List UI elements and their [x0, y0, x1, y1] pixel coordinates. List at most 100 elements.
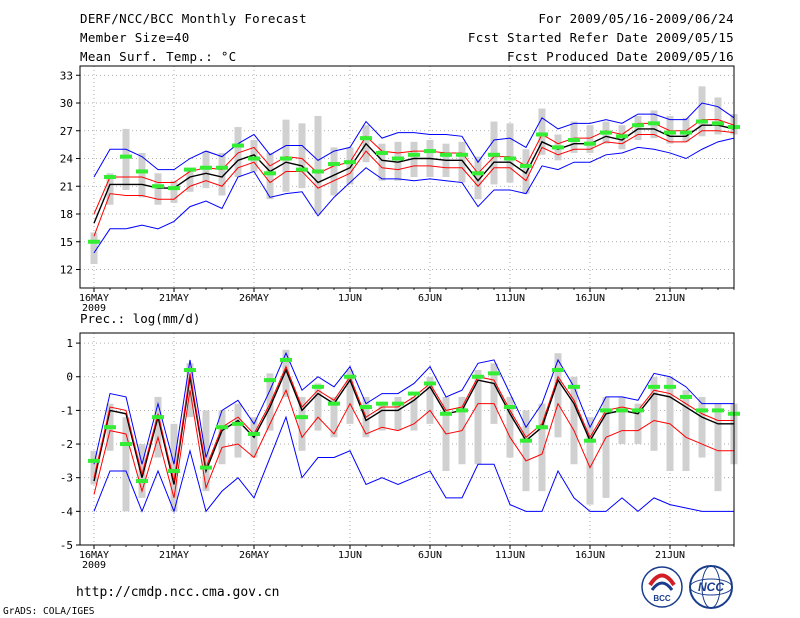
- observed-mark: [168, 468, 180, 473]
- x-tick-label: 6JUN: [418, 550, 442, 561]
- observed-mark: [88, 239, 100, 244]
- spread-box: [234, 127, 242, 177]
- y-tick-label: -2: [60, 438, 73, 451]
- spread-box: [666, 115, 674, 144]
- spread-box: [554, 353, 562, 438]
- spread-box: [682, 117, 690, 142]
- observed-mark: [440, 411, 452, 416]
- observed-mark: [344, 374, 356, 379]
- observed-mark: [648, 384, 660, 389]
- observed-mark: [472, 374, 484, 379]
- observed-mark: [584, 438, 596, 443]
- observed-mark: [264, 378, 276, 383]
- source-url[interactable]: http://cmdp.ncc.cma.gov.cn: [76, 585, 280, 600]
- lower-band-line: [93, 130, 735, 237]
- spread-box: [538, 403, 546, 492]
- spread-box: [170, 423, 178, 512]
- observed-mark: [184, 167, 196, 172]
- spread-box: [410, 396, 418, 431]
- spread-box: [346, 370, 354, 424]
- spread-box: [330, 147, 338, 196]
- y-tick-label: 30: [60, 97, 73, 110]
- spread-box: [154, 396, 162, 458]
- spread-box: [698, 86, 706, 137]
- observed-mark: [200, 165, 212, 170]
- spread-box: [394, 396, 402, 431]
- spread-box: [618, 396, 626, 445]
- upper-envelope-line: [93, 102, 735, 178]
- grads-credit: GrADS: COLA/IGES: [3, 606, 95, 617]
- spread-box: [186, 169, 194, 192]
- spread-box: [266, 152, 274, 200]
- spread-box: [170, 180, 178, 203]
- observed-mark: [120, 442, 132, 447]
- spread-box: [714, 97, 722, 135]
- x-tick-label: 26MAY: [239, 293, 269, 304]
- observed-mark: [152, 184, 164, 189]
- observed-mark: [392, 156, 404, 161]
- spread-box: [602, 396, 610, 498]
- spread-box: [410, 141, 418, 177]
- observed-mark: [696, 119, 708, 124]
- spread-box: [234, 403, 242, 458]
- spread-box: [218, 410, 226, 465]
- x-tick-label: 26MAY: [239, 550, 269, 561]
- member-size: Member Size=40: [80, 30, 190, 45]
- spread-box: [298, 396, 306, 451]
- observed-mark: [680, 394, 692, 399]
- ncc-logo-text: NCC: [698, 580, 724, 594]
- spread-box: [154, 173, 162, 205]
- spread-box: [394, 141, 402, 181]
- observed-mark: [280, 156, 292, 161]
- y-tick-label: 18: [60, 208, 73, 221]
- observed-mark: [424, 381, 436, 386]
- y-tick-label: 12: [60, 264, 73, 277]
- observed-mark: [584, 141, 596, 146]
- spread-box: [634, 403, 642, 445]
- x-tick-label: 16JUN: [575, 293, 605, 304]
- x-tick-label: 16MAY: [79, 293, 109, 304]
- ncc-logo: NCC: [689, 565, 733, 609]
- observed-mark: [168, 186, 180, 191]
- observed-mark: [232, 143, 244, 148]
- spread-box: [474, 370, 482, 465]
- observed-mark: [712, 121, 724, 126]
- observed-mark: [136, 479, 148, 484]
- observed-mark: [648, 121, 660, 126]
- spread-box: [378, 403, 386, 431]
- observed-mark: [392, 401, 404, 406]
- observed-mark: [216, 425, 228, 430]
- observed-mark: [280, 357, 292, 362]
- observed-mark: [232, 421, 244, 426]
- spread-box: [522, 149, 530, 194]
- panel2-variable-label: Prec.: log(mm/d): [80, 311, 200, 326]
- spread-box: [506, 123, 514, 183]
- x-tick-label: 1JUN: [338, 550, 362, 561]
- x-tick-label: 16JUN: [575, 550, 605, 561]
- observed-mark: [88, 458, 100, 463]
- spread-box: [218, 152, 226, 196]
- observed-mark: [104, 175, 116, 179]
- spread-box: [298, 123, 306, 189]
- observed-mark: [616, 408, 628, 413]
- plot-frame: [79, 65, 735, 289]
- observed-mark: [696, 408, 708, 413]
- chart-title: DERF/NCC/BCC Monthly Forecast: [80, 11, 307, 26]
- spread-box: [122, 128, 130, 190]
- y-tick-label: 24: [60, 153, 74, 166]
- observed-mark: [488, 152, 500, 157]
- spread-box: [538, 108, 546, 155]
- spread-box: [330, 396, 338, 438]
- observed-mark: [376, 150, 388, 155]
- spread-box: [570, 376, 578, 465]
- observed-mark: [440, 152, 452, 157]
- spread-box: [426, 376, 434, 424]
- upper-envelope-line: [93, 351, 734, 465]
- produced-date: Fcst Produced Date 2009/05/16: [507, 49, 734, 64]
- observed-mark: [424, 149, 436, 154]
- spread-box: [714, 403, 722, 492]
- spread-box: [266, 373, 274, 431]
- spread-box: [586, 417, 594, 505]
- spread-box: [90, 232, 98, 264]
